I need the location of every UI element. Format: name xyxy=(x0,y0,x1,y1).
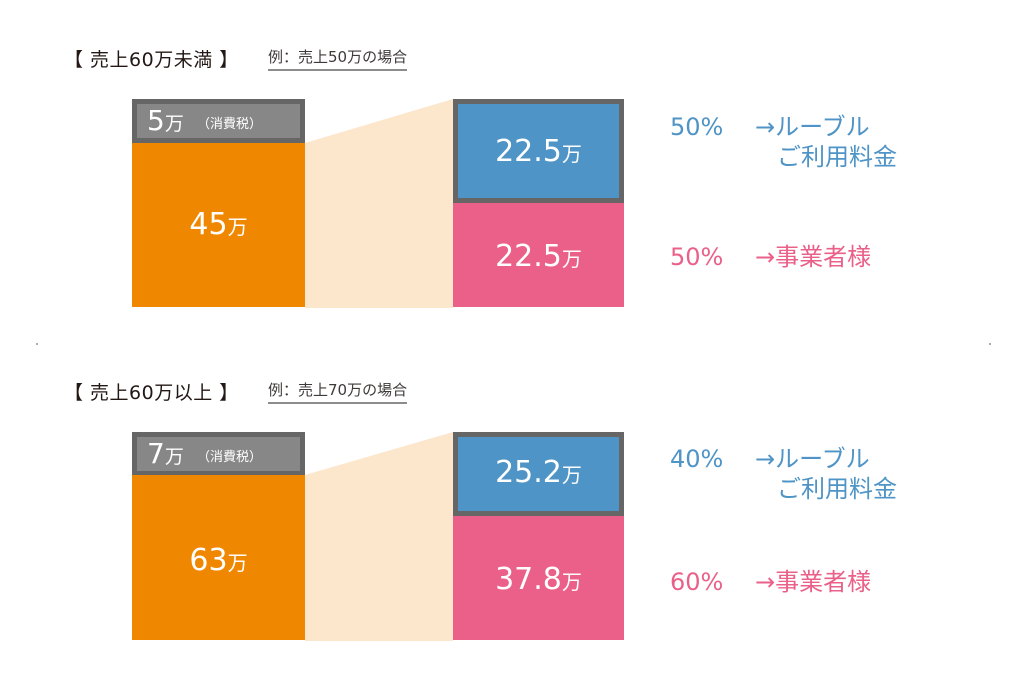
fee-legend: 50% →ルーブル ご利用料金 xyxy=(670,112,897,172)
section-60-and-over: 【 売上60万以上 】 例：売上70万の場合 7万 （消費税） 63万 25.2… xyxy=(0,333,1025,677)
section-under-60: 【 売上60万未満 】 例：売上50万の場合 5万 （消費税） 45万 22.5… xyxy=(0,0,1025,330)
tax-box: 7万 （消費税） xyxy=(132,432,305,476)
example-caption: 例：売上70万の場合 xyxy=(268,379,408,404)
fee-percent: 40% xyxy=(670,445,724,473)
net-sales-box: 63万 xyxy=(132,475,305,640)
section-heading: 【 売上60万以上 】 xyxy=(64,382,239,404)
business-label: →事業者様 xyxy=(755,243,872,271)
tax-amount: 5万 xyxy=(147,104,184,137)
fee-legend: 40% →ルーブル ご利用料金 xyxy=(670,444,897,504)
net-sales-amount: 45万 xyxy=(189,207,248,242)
fee-label: →ルーブル xyxy=(755,113,870,141)
business-percent: 60% xyxy=(670,568,724,596)
fee-box: 25.2万 xyxy=(453,432,624,516)
fee-label: →ルーブル xyxy=(755,445,870,473)
tax-note: （消費税） xyxy=(197,450,263,465)
business-legend: 60% →事業者様 xyxy=(670,567,871,597)
tax-note: （消費税） xyxy=(197,117,263,132)
fee-amount: 22.5万 xyxy=(495,134,582,169)
split-connector xyxy=(305,99,453,308)
fee-percent: 50% xyxy=(670,113,724,141)
net-sales-amount: 63万 xyxy=(189,543,248,578)
fee-amount: 25.2万 xyxy=(495,455,582,490)
tax-amount: 7万 xyxy=(147,437,184,470)
business-box: 22.5万 xyxy=(453,203,624,307)
section-heading: 【 売上60万未満 】 xyxy=(64,49,239,71)
net-sales-box: 45万 xyxy=(132,143,305,307)
business-amount: 22.5万 xyxy=(495,239,582,274)
business-percent: 50% xyxy=(670,243,724,271)
divider-dot-right xyxy=(989,343,991,345)
business-box: 37.8万 xyxy=(453,516,624,640)
fee-label-line2: ご利用料金 xyxy=(777,475,897,503)
fee-label-line2: ご利用料金 xyxy=(777,143,897,171)
split-connector xyxy=(305,432,453,641)
fee-box: 22.5万 xyxy=(453,99,624,203)
business-legend: 50% →事業者様 xyxy=(670,242,871,272)
business-label: →事業者様 xyxy=(755,568,872,596)
example-caption: 例：売上50万の場合 xyxy=(268,46,408,71)
tax-box: 5万 （消費税） xyxy=(132,99,305,143)
business-amount: 37.8万 xyxy=(495,562,582,597)
divider-dot-left xyxy=(36,343,38,345)
